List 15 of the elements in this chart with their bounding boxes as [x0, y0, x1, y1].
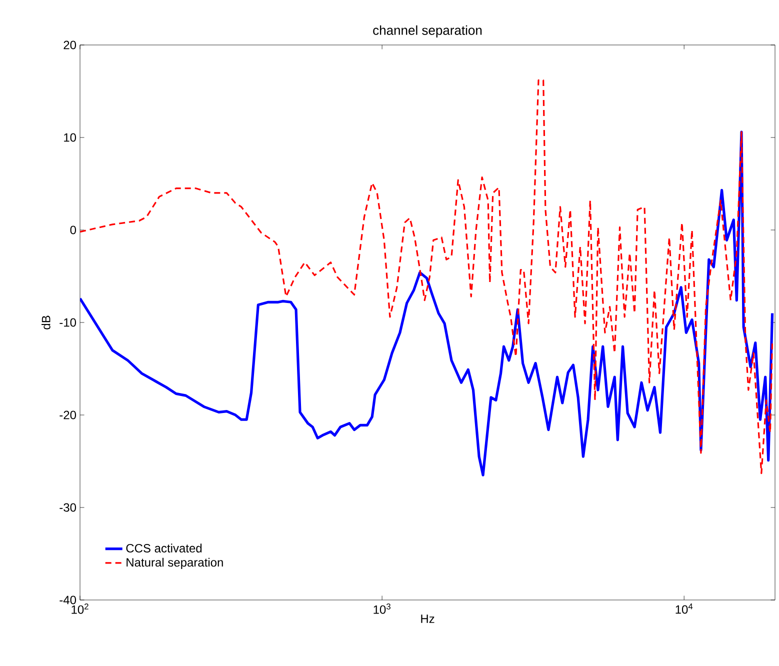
x-tick-label: 10$^{2}$: [72, 603, 88, 614]
legend-label: CCS activated: [126, 544, 202, 553]
y-tick-label: 20: [64, 40, 76, 50]
x-tick-label: 10$^{4}$: [676, 604, 693, 614]
y-axis-title: dB: [41, 316, 50, 330]
y-tick-label: 10: [64, 133, 76, 142]
y-tick-label: -10: [60, 318, 76, 327]
chart-title: channel separation: [373, 25, 482, 38]
legend-label: Natural separation: [126, 558, 223, 570]
x-tick-label: 10$^{3}$: [374, 603, 390, 614]
y-tick-label: -30: [60, 503, 76, 512]
y-tick-label: -40: [60, 596, 76, 604]
y-tick-label: -20: [60, 410, 76, 420]
y-tick-label: 0: [70, 226, 76, 234]
x-axis-title: Hz: [421, 614, 434, 623]
